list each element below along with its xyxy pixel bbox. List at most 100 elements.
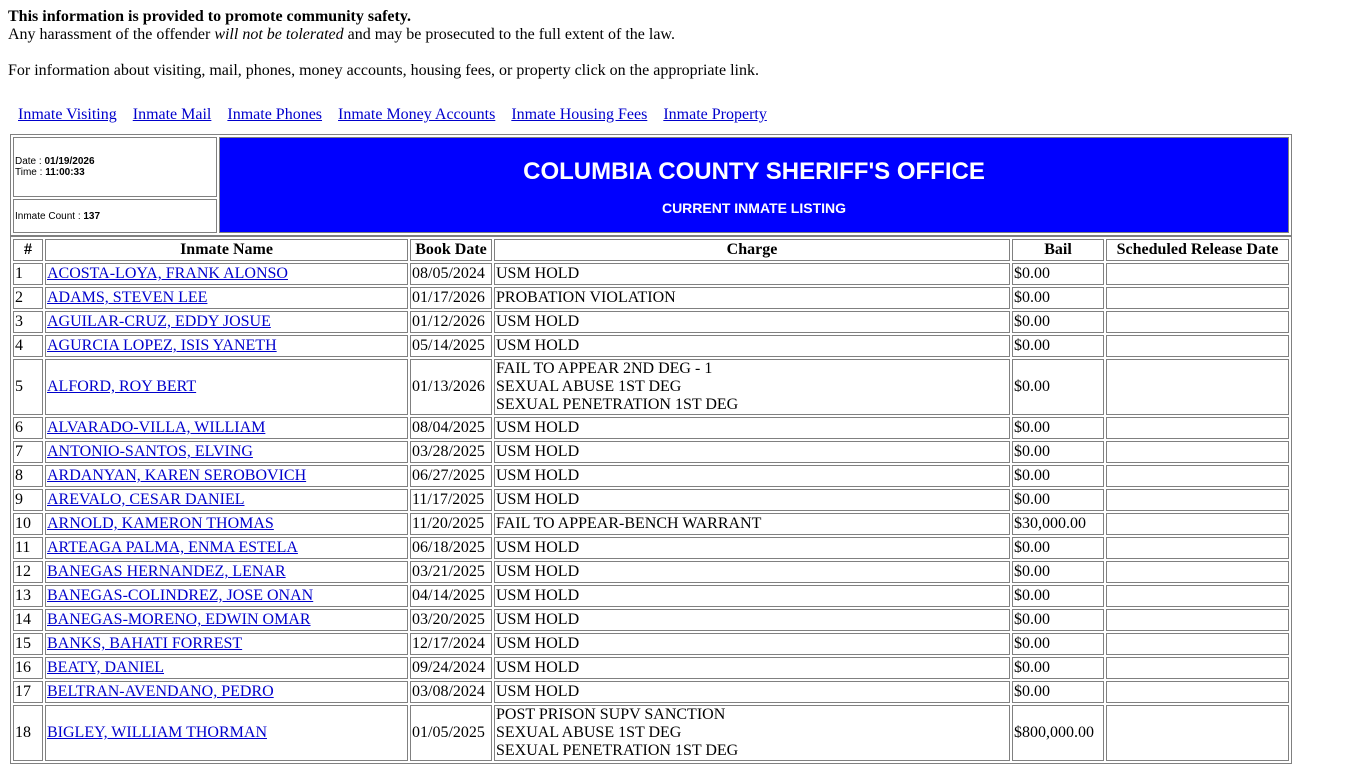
charge-cell: USM HOLD	[494, 633, 1010, 655]
inmate-name-cell: BEATY, DANIEL	[45, 657, 408, 679]
charge-cell: USM HOLD	[494, 537, 1010, 559]
row-number: 10	[13, 513, 43, 535]
inmate-name-cell: BANEGAS HERNANDEZ, LENAR	[45, 561, 408, 583]
listing-subtitle: CURRENT INMATE LISTING	[661, 200, 847, 216]
date-time-cell: Date : 01/19/2026 Time : 11:00:33	[13, 137, 217, 197]
inmate-name-link[interactable]: AGUILAR-CRUZ, EDDY JOSUE	[47, 313, 271, 330]
inmate-name-link[interactable]: ARNOLD, KAMERON THOMAS	[47, 515, 274, 532]
inmate-count: 137	[83, 210, 101, 222]
charge: USM HOLD	[496, 265, 580, 282]
row-number: 17	[13, 681, 43, 703]
table-row: 4 AGURCIA LOPEZ, ISIS YANETH 05/14/2025 USM…	[13, 335, 1289, 357]
bail: $0.00	[1012, 537, 1104, 559]
inmate-name-cell: AREVALO, CESAR DANIEL	[45, 489, 408, 511]
table-row: 15 BANKS, BAHATI FORREST 12/17/2024 USM HOL…	[13, 633, 1289, 655]
inmate-name-link[interactable]: ALVARADO-VILLA, WILLIAM	[47, 419, 266, 436]
row-number: 4	[13, 335, 43, 357]
release-date	[1106, 537, 1289, 559]
inmate-name-cell: AGUILAR-CRUZ, EDDY JOSUE	[45, 311, 408, 333]
inmate-name-link[interactable]: AGURCIA LOPEZ, ISIS YANETH	[47, 337, 277, 354]
charge: SEXUAL ABUSE 1ST DEG	[496, 378, 682, 395]
charge-cell: USM HOLD	[494, 335, 1010, 357]
row-number: 3	[13, 311, 43, 333]
table-row: 3 AGUILAR-CRUZ, EDDY JOSUE 01/12/2026 USM H…	[13, 311, 1289, 333]
table-row: 1 ACOSTA-LOYA, FRANK ALONSO 08/05/2024 USM …	[13, 263, 1289, 285]
release-date	[1106, 489, 1289, 511]
book-date: 11/20/2025	[410, 513, 492, 535]
link-inmate-housing-fees[interactable]: Inmate Housing Fees	[511, 106, 648, 123]
link-inmate-visiting[interactable]: Inmate Visiting	[18, 106, 117, 123]
release-date	[1106, 465, 1289, 487]
charge: POST PRISON SUPV SANCTION	[496, 706, 726, 723]
inmate-name-cell: ARDANYAN, KAREN SEROBOVICH	[45, 465, 408, 487]
bail: $0.00	[1012, 657, 1104, 679]
table-row: 8 ARDANYAN, KAREN SEROBOVICH 06/27/2025 USM…	[13, 465, 1289, 487]
charge: USM HOLD	[496, 587, 580, 604]
book-date: 11/17/2025	[410, 489, 492, 511]
link-inmate-property[interactable]: Inmate Property	[663, 106, 767, 123]
row-number: 11	[13, 537, 43, 559]
inmate-name-link[interactable]: ARTEAGA PALMA, ENMA ESTELA	[47, 539, 298, 556]
charge: USM HOLD	[496, 539, 580, 556]
inmate-name-cell: BIGLEY, WILLIAM THORMAN	[45, 705, 408, 761]
row-number: 15	[13, 633, 43, 655]
charge-cell: PROBATION VIOLATION	[494, 287, 1010, 309]
inmate-name-link[interactable]: ANTONIO-SANTOS, ELVING	[47, 443, 253, 460]
book-date: 09/24/2024	[410, 657, 492, 679]
link-inmate-phones[interactable]: Inmate Phones	[227, 106, 323, 123]
table-row: 18 BIGLEY, WILLIAM THORMAN 01/05/2025 POST …	[13, 705, 1289, 761]
release-date	[1106, 513, 1289, 535]
time-value: 11:00:33	[45, 167, 85, 178]
inmate-name-link[interactable]: BANEGAS-MORENO, EDWIN OMAR	[47, 611, 311, 628]
inmate-name-link[interactable]: BELTRAN-AVENDANO, PEDRO	[47, 683, 274, 700]
charge: USM HOLD	[496, 313, 580, 330]
book-date: 06/27/2025	[410, 465, 492, 487]
row-number: 18	[13, 705, 43, 761]
inmate-name-link[interactable]: ARDANYAN, KAREN SEROBOVICH	[47, 467, 307, 484]
row-number: 12	[13, 561, 43, 583]
row-number: 5	[13, 359, 43, 415]
col-charge: Charge	[494, 239, 1010, 261]
inmate-name-link[interactable]: AREVALO, CESAR DANIEL	[47, 491, 245, 508]
book-date: 03/28/2025	[410, 441, 492, 463]
link-inmate-money-accounts[interactable]: Inmate Money Accounts	[338, 106, 496, 123]
inmate-name-cell: ALFORD, ROY BERT	[45, 359, 408, 415]
inmate-name-link[interactable]: BANEGAS-COLINDREZ, JOSE ONAN	[47, 587, 314, 604]
table-row: 16 BEATY, DANIEL 09/24/2024 USM HOLD $0.00	[13, 657, 1289, 679]
inmate-name-link[interactable]: ALFORD, ROY BERT	[47, 378, 197, 395]
table-row: 10 ARNOLD, KAMERON THOMAS 11/20/2025 FAIL T…	[13, 513, 1289, 535]
bail: $0.00	[1012, 335, 1104, 357]
inmate-name-link[interactable]: BEATY, DANIEL	[47, 659, 165, 676]
bail: $0.00	[1012, 465, 1104, 487]
inmate-name-link[interactable]: BANKS, BAHATI FORREST	[47, 635, 243, 652]
inmate-name-link[interactable]: ACOSTA-LOYA, FRANK ALONSO	[47, 265, 288, 282]
inmate-name-link[interactable]: ADAMS, STEVEN LEE	[47, 289, 208, 306]
date-value: 01/19/2026	[44, 156, 95, 167]
book-date: 08/05/2024	[410, 263, 492, 285]
charge: SEXUAL PENETRATION 1ST DEG	[496, 396, 739, 413]
inmate-name-link[interactable]: BANEGAS HERNANDEZ, LENAR	[47, 563, 286, 580]
bail: $0.00	[1012, 561, 1104, 583]
charge: USM HOLD	[496, 659, 580, 676]
inmate-name-link[interactable]: BIGLEY, WILLIAM THORMAN	[47, 724, 267, 741]
inmate-name-cell: BELTRAN-AVENDANO, PEDRO	[45, 681, 408, 703]
release-date	[1106, 287, 1289, 309]
col-bail: Bail	[1012, 239, 1104, 261]
release-date	[1106, 681, 1289, 703]
charge-cell: USM HOLD	[494, 465, 1010, 487]
book-date: 04/14/2025	[410, 585, 492, 607]
row-number: 6	[13, 417, 43, 439]
charge: SEXUAL PENETRATION 1ST DEG	[496, 742, 739, 759]
book-date: 03/21/2025	[410, 561, 492, 583]
release-date	[1106, 657, 1289, 679]
charge-cell: USM HOLD	[494, 263, 1010, 285]
book-date: 12/17/2024	[410, 633, 492, 655]
table-row: 6 ALVARADO-VILLA, WILLIAM 08/04/2025 USM HO…	[13, 417, 1289, 439]
charge: SEXUAL ABUSE 1ST DEG	[496, 724, 682, 741]
release-date	[1106, 585, 1289, 607]
table-row: 7 ANTONIO-SANTOS, ELVING 03/28/2025 USM HOL…	[13, 441, 1289, 463]
book-date: 08/04/2025	[410, 417, 492, 439]
charge-cell: USM HOLD	[494, 417, 1010, 439]
bail: $30,000.00	[1012, 513, 1104, 535]
link-inmate-mail[interactable]: Inmate Mail	[132, 106, 212, 123]
